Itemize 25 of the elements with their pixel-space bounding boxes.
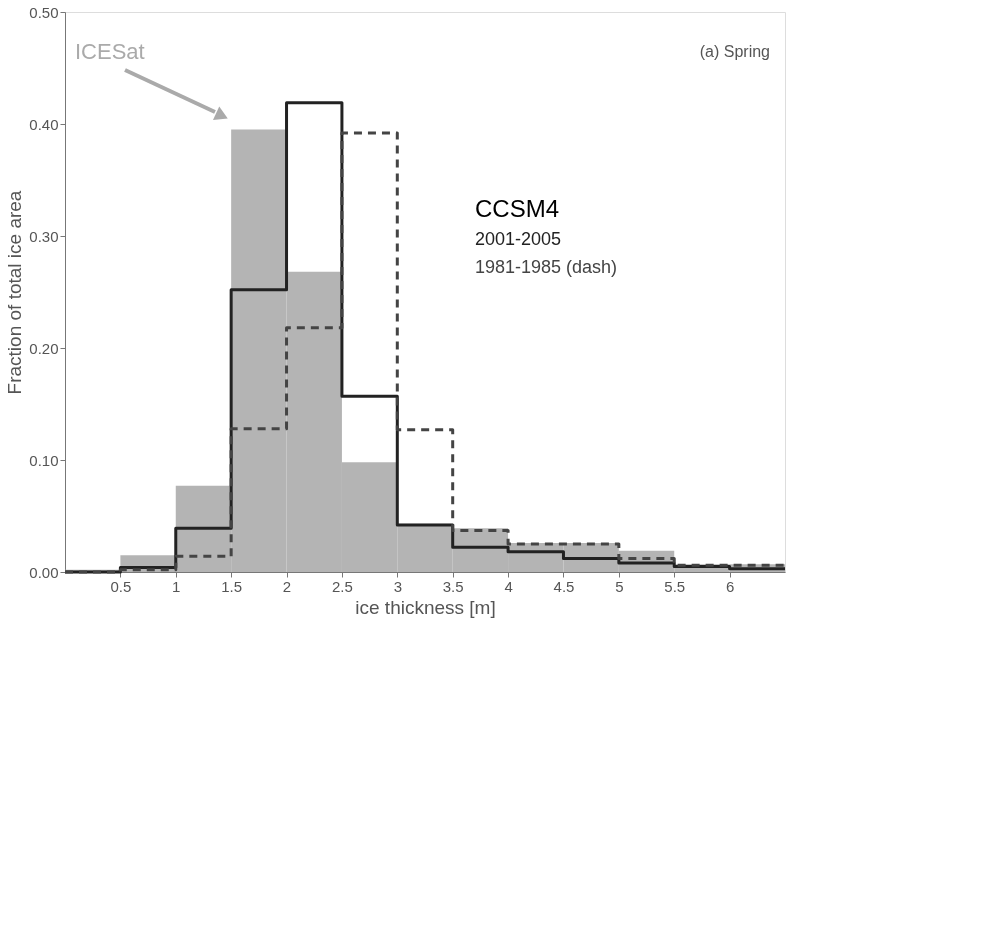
annotation: CCSM4 — [475, 195, 560, 222]
x-tick-label: 3.5 — [442, 577, 464, 595]
y-tick-label: 0.50 — [29, 3, 59, 21]
x-tick-label: 5.5 — [664, 577, 686, 595]
x-tick-label: 1.5 — [221, 577, 243, 595]
x-tick-label: 2.5 — [331, 577, 353, 595]
x-tick-label: 6 — [725, 577, 735, 595]
x-axis-title: ice thickness [m] — [355, 596, 496, 618]
x-tick-label: 1 — [172, 577, 181, 595]
y-axis-title: Fraction of total ice area — [4, 190, 26, 395]
x-tick-label: 4 — [504, 577, 513, 595]
text: 1981-1985 (dash) — [475, 257, 618, 277]
x-tick-label: 0.5 — [110, 577, 132, 595]
x-tick-label: 2 — [282, 577, 292, 595]
x-tick-label: 5 — [615, 577, 624, 595]
y-tick-label: 0.30 — [29, 227, 59, 245]
y-tick-label: 0.10 — [29, 451, 59, 469]
annotation: (a) Spring — [699, 43, 770, 60]
x-tick-label: 4.5 — [553, 577, 575, 595]
x-tick-label: 3 — [393, 577, 402, 595]
text: ICESat — [75, 39, 145, 64]
y-tick-label: 0.40 — [29, 115, 59, 133]
text: 2001-2005 — [475, 229, 562, 249]
y-tick-label: 0.00 — [29, 563, 59, 581]
y-tick-label: 0.20 — [29, 339, 59, 357]
